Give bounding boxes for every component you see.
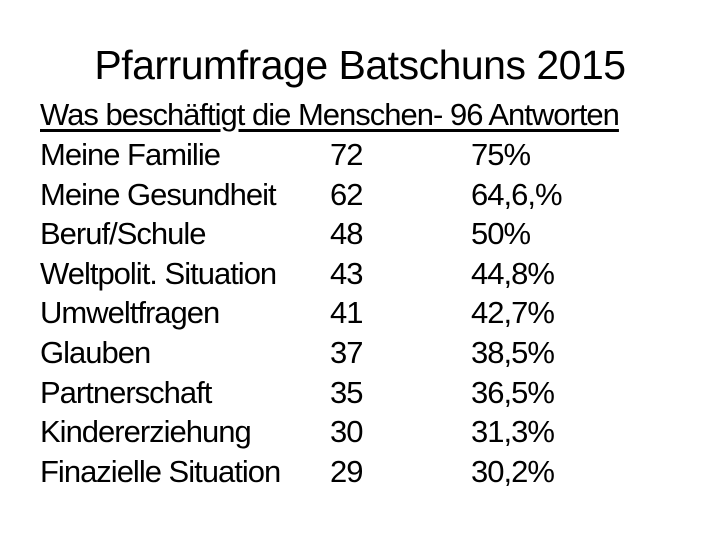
row-count: 30 (330, 414, 363, 450)
row-percent: 30,2% (471, 453, 555, 489)
row-count: 72 (330, 137, 363, 172)
table-row: Beruf/Schule 48 50% (40, 214, 710, 254)
survey-table: Meine Familie 72 75% Meine Gesundheit 62… (40, 135, 710, 491)
row-label: Meine Familie (40, 137, 221, 172)
table-row: Kindererziehung 30 31,3% (40, 412, 710, 452)
row-percent: 75% (471, 137, 531, 172)
table-row: Meine Familie 72 75% (40, 135, 710, 175)
slide-body: Was beschäftigt die Menschen- 96 Antwort… (40, 96, 710, 491)
row-percent: 50% (471, 216, 531, 252)
row-percent: 42,7% (471, 295, 555, 331)
row-label: Weltpolit. Situation (40, 255, 277, 291)
row-percent: 38,5% (471, 334, 555, 370)
table-header: Was beschäftigt die Menschen- 96 Antwort… (40, 97, 620, 132)
row-label: Partnerschaft (40, 374, 212, 410)
table-row: Umweltfragen 41 42,7% (40, 293, 710, 333)
row-percent: 44,8% (471, 255, 555, 291)
row-count: 43 (330, 255, 363, 291)
table-row: Finazielle Situation 29 30,2% (40, 452, 710, 492)
row-percent: 64,6,% (471, 176, 563, 212)
row-count: 35 (330, 374, 363, 410)
row-count: 62 (330, 176, 363, 212)
row-label: Meine Gesundheit (40, 176, 277, 212)
row-percent: 31,3% (471, 414, 555, 450)
table-row: Glauben 37 38,5% (40, 333, 710, 373)
table-row: Weltpolit. Situation 43 44,8% (40, 254, 710, 294)
row-count: 48 (330, 216, 363, 252)
row-count: 29 (330, 453, 363, 489)
row-label: Kindererziehung (40, 414, 252, 450)
row-count: 41 (330, 295, 363, 331)
row-label: Glauben (40, 334, 151, 370)
row-label: Finazielle Situation (40, 453, 281, 489)
table-row: Meine Gesundheit 62 64,6,% (40, 175, 710, 215)
row-percent: 36,5% (471, 374, 555, 410)
slide-title: Pfarrumfrage Batschuns 2015 (94, 42, 626, 88)
row-label: Beruf/Schule (40, 216, 207, 252)
row-label: Umweltfragen (40, 295, 220, 331)
row-count: 37 (330, 334, 363, 370)
table-row: Partnerschaft 35 36,5% (40, 373, 710, 413)
